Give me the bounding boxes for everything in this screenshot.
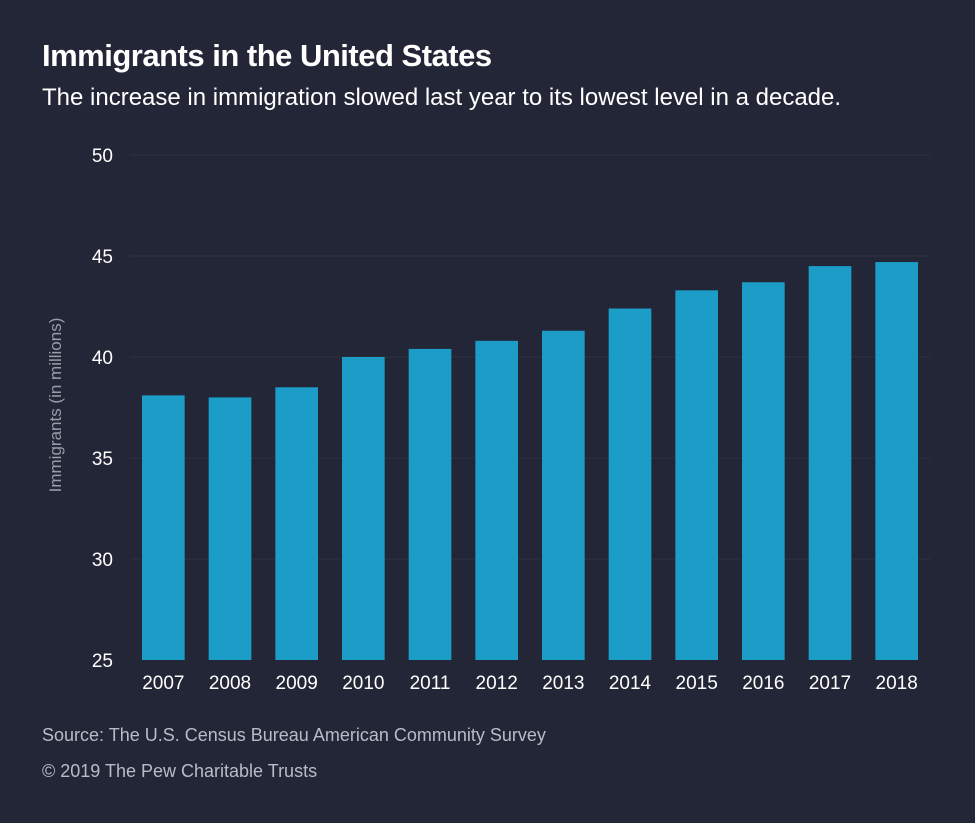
bar-2017 (808, 266, 852, 660)
y-tick-label: 25 (92, 651, 113, 672)
source-note: Source: The U.S. Census Bureau American … (42, 725, 546, 745)
bar-2012 (475, 340, 518, 660)
x-tick-label-2010: 2010 (342, 673, 384, 694)
x-tick-label-2013: 2013 (542, 673, 584, 694)
bar-2018 (875, 262, 918, 660)
bar-2016 (742, 282, 785, 660)
x-axis-ticks: 2007 2008 2009 2010 2011 2012 2013 2014 2015 2016… (142, 673, 918, 694)
y-tick-label: 50 (92, 146, 113, 167)
x-tick-label-2016: 2016 (742, 673, 784, 694)
y-tick-label: 30 (92, 550, 113, 571)
x-tick-label-2015: 2015 (676, 673, 718, 694)
bars (142, 262, 918, 660)
bar-2009 (275, 387, 318, 660)
copyright-note: © 2019 The Pew Charitable Trusts (42, 761, 318, 781)
x-tick-label-2018: 2018 (876, 673, 918, 694)
y-axis-label: Immigrants (in millions) (46, 318, 65, 493)
x-tick-label-2007: 2007 (142, 673, 184, 694)
bar-2014 (608, 308, 652, 660)
bar-2007 (142, 395, 185, 660)
chart-title: Immigrants in the United States (42, 38, 492, 73)
bar-2010 (342, 357, 385, 660)
x-tick-label-2017: 2017 (809, 673, 851, 694)
chart-subtitle: The increase in immigration slowed last … (42, 84, 842, 111)
x-tick-label-2014: 2014 (609, 673, 652, 694)
y-tick-label: 35 (92, 449, 113, 470)
gridlines (130, 154, 930, 560)
bar-2011 (408, 348, 452, 660)
bar-chart: 25 30 35 40 45 50 Immigrants (in millions) 20… (46, 146, 930, 694)
y-tick-label: 40 (92, 348, 113, 369)
x-tick-label-2012: 2012 (476, 673, 518, 694)
x-tick-label-2008: 2008 (209, 673, 251, 694)
x-tick-label-2009: 2009 (276, 673, 318, 694)
y-tick-label: 45 (92, 247, 113, 268)
bar-2008 (208, 397, 252, 660)
x-tick-label-2011: 2011 (410, 673, 451, 694)
y-axis-ticks: 25 30 35 40 45 50 (92, 146, 113, 672)
bar-2013 (542, 330, 585, 660)
bar-2015 (675, 290, 718, 660)
